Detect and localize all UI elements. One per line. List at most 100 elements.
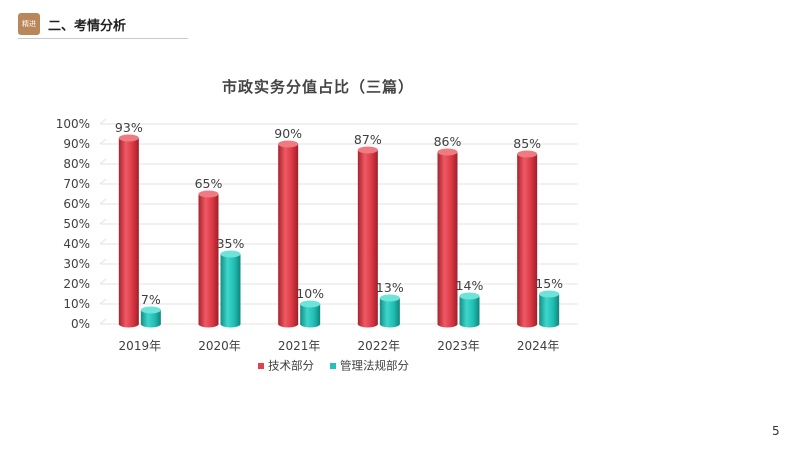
bar-body <box>278 144 299 324</box>
legend-swatch <box>258 363 264 369</box>
data-label: 93% <box>115 120 143 135</box>
bar <box>437 148 458 328</box>
bar-base <box>539 320 560 328</box>
x-tick-label: 2024年 <box>517 339 560 353</box>
data-label: 14% <box>456 278 484 293</box>
y-axis-ticks: 0% 10% 20% 30% 40% 50% 60% 70% 80% 90% 100% <box>56 117 90 331</box>
gridline-depth <box>99 178 107 185</box>
bar-cap <box>539 290 560 298</box>
gridline-depth <box>99 318 107 325</box>
bar-base <box>379 320 400 328</box>
bar-base <box>300 320 321 328</box>
legend-label: 技术部分 <box>268 359 314 373</box>
y-tick-label: 0% <box>71 317 90 331</box>
data-label: 86% <box>434 134 462 149</box>
bar-cap <box>459 292 480 300</box>
bar-cap <box>379 294 400 302</box>
bar-body <box>437 152 458 324</box>
bar <box>198 190 219 328</box>
chart-title: 市政实务分值占比（三篇） <box>222 78 414 96</box>
gridline-depth <box>99 218 107 225</box>
bar-body <box>459 296 480 324</box>
data-label: 15% <box>535 276 563 291</box>
legend: 技术部分 管理法规部分 <box>258 359 409 373</box>
bar-base <box>278 320 299 328</box>
page-number: 5 <box>772 424 780 438</box>
y-tick-label: 70% <box>63 177 90 191</box>
gridline-depth <box>99 198 107 205</box>
gridline-depth <box>99 278 107 285</box>
data-label: 7% <box>141 292 161 307</box>
bar-cap <box>140 306 161 314</box>
bar-base <box>437 320 458 328</box>
bar-body <box>539 294 560 324</box>
bar <box>517 150 538 328</box>
gridlines <box>99 118 578 325</box>
y-tick-label: 100% <box>56 117 90 131</box>
bar-cap <box>220 250 241 258</box>
gridline-depth <box>99 238 107 245</box>
bar-cap <box>300 300 321 308</box>
bar-base <box>357 320 378 328</box>
gridline-depth <box>99 298 107 305</box>
bar <box>357 146 378 328</box>
bar <box>140 306 161 328</box>
bar-body <box>379 298 400 324</box>
y-tick-label: 20% <box>63 277 90 291</box>
gridline-depth <box>99 158 107 165</box>
bar-cap <box>517 150 538 158</box>
bar <box>539 290 560 328</box>
bars <box>118 134 560 328</box>
bar <box>220 250 241 328</box>
data-label: 65% <box>195 176 223 191</box>
header-divider <box>18 38 188 39</box>
bar <box>459 292 480 328</box>
bar-body <box>300 304 321 324</box>
x-axis-ticks: 2019年 2020年 2021年 2022年 2023年 2024年 <box>119 339 560 353</box>
bar-base <box>198 320 219 328</box>
bar-base <box>140 320 161 328</box>
y-tick-label: 80% <box>63 157 90 171</box>
y-tick-label: 50% <box>63 217 90 231</box>
bar-cap <box>118 134 139 142</box>
data-label: 10% <box>296 286 324 301</box>
bar-body <box>220 254 241 324</box>
data-label: 35% <box>217 236 245 251</box>
bar-cap <box>198 190 219 198</box>
y-tick-label: 30% <box>63 257 90 271</box>
data-label: 13% <box>376 280 404 295</box>
legend-item: 技术部分 <box>258 359 314 373</box>
bar-cap <box>357 146 378 154</box>
bar-base <box>118 320 139 328</box>
bar <box>379 294 400 328</box>
legend-label: 管理法规部分 <box>340 359 409 373</box>
bar <box>300 300 321 328</box>
gridline-depth <box>99 138 107 145</box>
x-tick-label: 2020年 <box>198 339 241 353</box>
y-tick-label: 90% <box>63 137 90 151</box>
x-tick-label: 2021年 <box>278 339 321 353</box>
data-labels: 93% 7% 65% 35% 90% 10% 87% 13% 86% 14% 85% 15% <box>115 120 563 307</box>
gridline-depth <box>99 118 107 125</box>
x-tick-label: 2022年 <box>358 339 401 353</box>
data-label: 90% <box>274 126 302 141</box>
section-header: 精进 二、考情分析 <box>18 10 188 40</box>
bar-body <box>517 154 538 324</box>
legend-item: 管理法规部分 <box>330 359 409 373</box>
y-tick-label: 40% <box>63 237 90 251</box>
x-tick-label: 2023年 <box>437 339 480 353</box>
data-label: 85% <box>513 136 541 151</box>
bar <box>278 140 299 328</box>
bar-base <box>517 320 538 328</box>
bar-base <box>220 320 241 328</box>
data-label: 87% <box>354 132 382 147</box>
bar <box>118 134 139 328</box>
bar-body <box>198 194 219 324</box>
gridline-depth <box>99 258 107 265</box>
section-title: 二、考情分析 <box>48 19 127 34</box>
bar-body <box>357 150 378 324</box>
bar-base <box>459 320 480 328</box>
bar-cap <box>278 140 299 148</box>
legend-swatch <box>330 363 336 369</box>
logo-badge: 精进 <box>18 13 40 35</box>
